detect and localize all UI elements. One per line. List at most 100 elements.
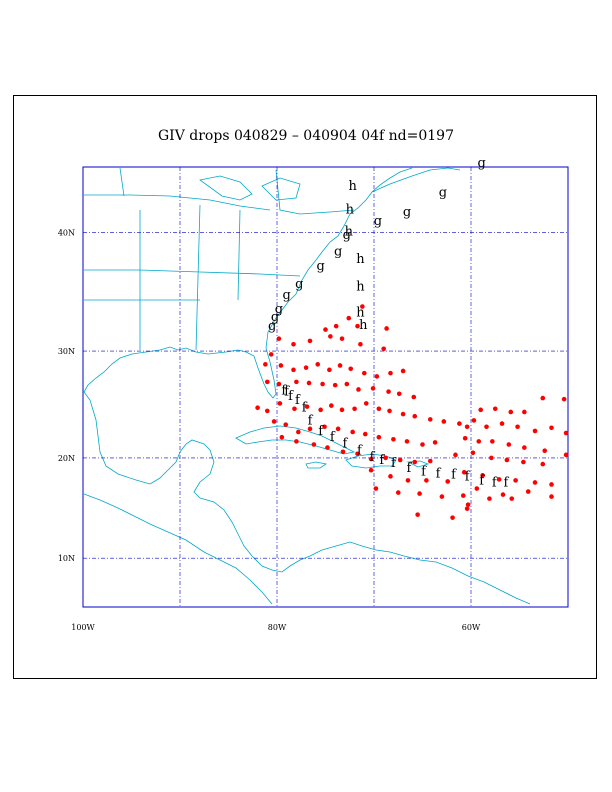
drop-point [496,477,502,482]
drop-point [515,424,520,430]
drop-point [513,478,518,483]
axis-labels: 40N 30N 20N 10N 100W 80W 60W [58,229,481,632]
drop-point [391,436,396,442]
drop-point [492,406,498,412]
drop-point [322,424,327,430]
drop-point [504,457,510,463]
drop-point [462,435,468,441]
lon-tick-label: 100W [71,623,95,632]
drop-point [457,421,462,426]
drop-point [540,461,546,467]
drop-point [340,449,346,455]
plot-frame [13,95,597,679]
drop-point [363,401,369,406]
drop-point [464,506,470,511]
storm-symbol-g: g [316,259,324,274]
drop-points [255,304,569,520]
drop-point [521,459,526,465]
drop-point [294,379,299,385]
drop-point [465,502,471,507]
drop-point [490,439,495,444]
storm-symbol-f: f [421,464,427,479]
drop-point [307,338,313,344]
cuba-outline [235,425,356,455]
us-interior-lines [84,167,355,351]
storm-symbol-g: g [271,310,279,325]
drop-point [549,494,554,499]
drop-point [283,422,289,427]
storm-symbol-f: f [504,475,510,490]
drop-point [460,493,466,498]
storm-symbol-g: g [374,214,382,229]
drop-point [542,448,548,454]
drop-point [344,381,350,387]
drop-point [373,486,379,491]
drop-point [388,474,393,479]
drop-point [278,363,284,368]
pacific-coast-line [83,493,273,605]
drop-point [480,473,485,478]
drop-point [327,367,332,373]
storm-symbol-f: f [308,413,314,428]
lon-tick-label: 60W [462,623,481,632]
drop-point [346,315,352,321]
drop-point [306,380,312,386]
drop-point [255,405,260,410]
drop-point [271,419,277,424]
drop-point [263,362,268,367]
storm-symbol-g: g [268,319,276,334]
drop-point [352,406,357,412]
coastlines [83,167,531,605]
drop-point [355,451,360,457]
lat-tick-label: 20N [58,454,75,463]
storm-symbol-h: h [356,305,365,320]
drop-point [276,381,282,387]
drop-point [265,408,270,414]
drop-point [400,411,406,417]
drop-point [265,379,270,385]
drop-point [350,429,355,435]
drop-point [296,429,301,435]
drop-point [332,382,338,388]
storm-symbol-f: f [492,475,498,490]
storm-symbol-f: f [288,389,294,404]
drop-point [420,442,425,447]
storm-symbol-f: f [295,393,301,408]
drop-point [522,445,527,450]
drop-point [450,515,455,520]
drop-point [292,406,297,412]
storm-symbol-h: h [356,252,365,267]
drop-point [358,341,363,347]
drop-point [445,479,451,484]
drop-point [303,365,309,370]
lon-tick-label: 80W [268,623,287,632]
mexico-coast-line [83,391,311,573]
storm-symbol-f: f [465,469,471,484]
storm-symbol-f: f [479,473,485,488]
drop-point [427,417,433,422]
drop-point [291,367,296,373]
drop-point [397,457,403,463]
drop-point [532,428,538,434]
south-america-coast-line [309,541,531,605]
great-lakes-outline [199,175,301,201]
storm-symbol-f: f [284,385,290,400]
drop-point [329,403,334,408]
drop-point [383,455,388,461]
storm-symbol-h: h [359,318,368,333]
drop-point [376,434,382,440]
map-grid [83,167,568,607]
storm-symbol-f: f [318,424,324,439]
drop-point [311,442,317,447]
drop-point [464,424,470,430]
drop-point [335,426,341,432]
drop-point [384,326,389,331]
storm-symbol-g: g [343,228,351,243]
drop-point [561,396,567,402]
drop-point [339,336,345,341]
storm-symbol-f: f [357,444,363,459]
drop-point [396,391,402,397]
drop-point [540,395,546,401]
storm-symbol-f: f [379,453,385,468]
drop-point [549,482,554,487]
